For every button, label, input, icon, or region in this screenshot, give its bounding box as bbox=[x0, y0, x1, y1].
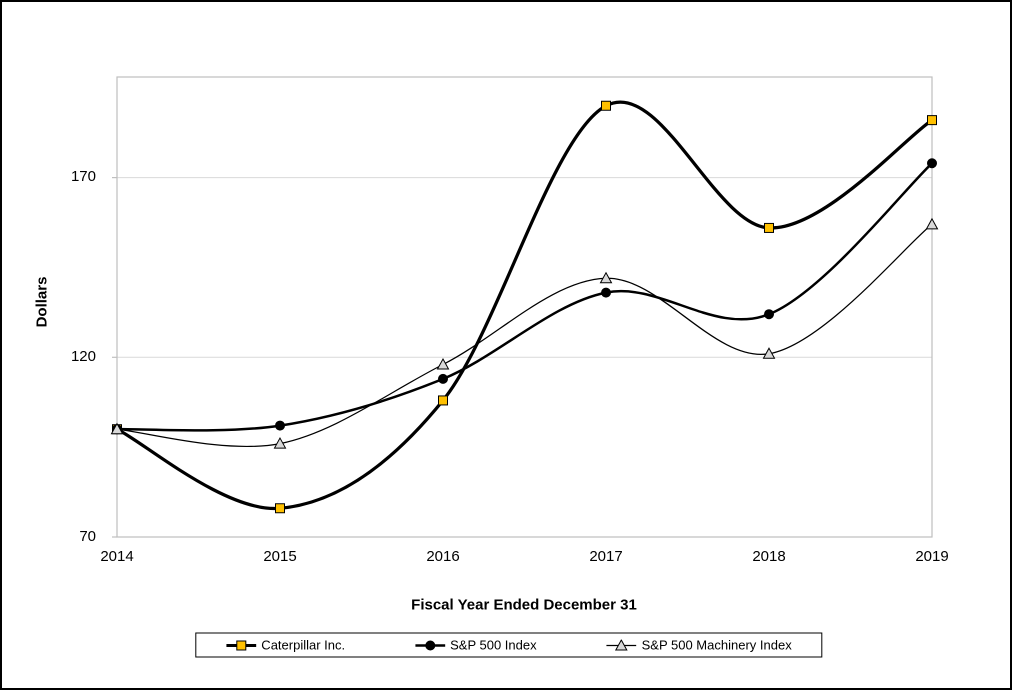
square-marker-icon bbox=[226, 640, 257, 650]
x-tick-label: 2016 bbox=[426, 548, 460, 565]
y-tick-label: 120 bbox=[70, 348, 96, 365]
x-axis-title: Fiscal Year Ended December 31 bbox=[411, 596, 637, 614]
y-axis-title: Dollars bbox=[33, 276, 51, 328]
y-tick-label: 70 bbox=[79, 528, 96, 545]
legend: Caterpillar Inc. S&P 500 Index S&P 500 M… bbox=[195, 632, 823, 658]
legend-item-caterpillar: Caterpillar Inc. bbox=[226, 638, 345, 653]
x-tick-label: 2018 bbox=[752, 548, 786, 565]
legend-label: S&P 500 Index bbox=[450, 637, 537, 653]
legend-item-sp500-machinery: S&P 500 Machinery Index bbox=[606, 637, 792, 653]
x-tick-label: 2019 bbox=[915, 548, 949, 565]
legend-label: Caterpillar Inc. bbox=[261, 637, 346, 653]
x-tick-label: 2015 bbox=[263, 548, 297, 565]
y-tick-label: 170 bbox=[70, 168, 96, 185]
legend-label: S&P 500 Machinery Index bbox=[641, 637, 792, 653]
x-tick-label: 2014 bbox=[100, 548, 134, 565]
circle-marker-icon bbox=[415, 640, 446, 650]
triangle-marker-icon bbox=[606, 639, 637, 650]
x-tick-label: 2017 bbox=[589, 548, 623, 565]
legend-item-sp500: S&P 500 Index bbox=[415, 638, 537, 653]
